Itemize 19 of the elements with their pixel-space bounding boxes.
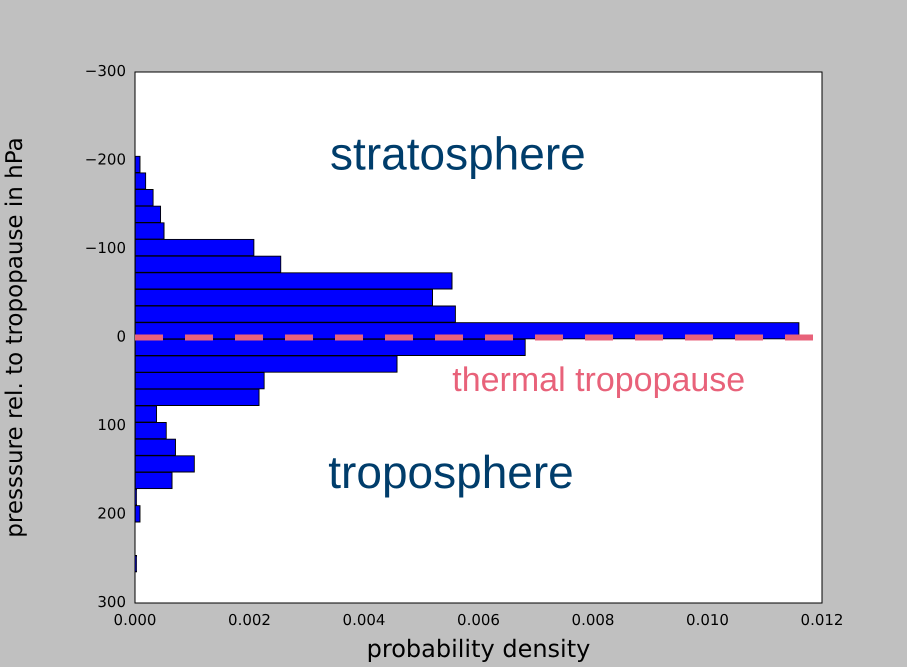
annotation: stratosphere: [330, 128, 586, 180]
x-tick-label: 0.010: [686, 610, 729, 629]
x-tick-label: 0.006: [457, 610, 500, 629]
y-tick-label: 200: [97, 504, 126, 522]
x-tick-label: 0.000: [114, 610, 156, 629]
x-axis-title: probability density: [366, 634, 590, 663]
y-tick-label: −100: [84, 238, 126, 257]
y-axis-title: presssure rel. to tropopause in hPa: [2, 137, 28, 538]
y-tick-label: −200: [84, 150, 126, 168]
y-tick-label: 300: [97, 592, 126, 611]
x-tick-label: 0.004: [342, 610, 386, 629]
y-tick-label: 100: [97, 416, 126, 434]
y-tick-label: 0: [116, 327, 126, 346]
annotation: troposphere: [328, 446, 574, 498]
x-tick-label: 0.008: [572, 610, 614, 629]
ref-line-label: thermal tropopause: [452, 360, 746, 399]
x-tick-label: 0.002: [228, 610, 271, 629]
x-tick-label: 0.012: [800, 610, 844, 629]
y-tick-label: −300: [84, 62, 126, 80]
